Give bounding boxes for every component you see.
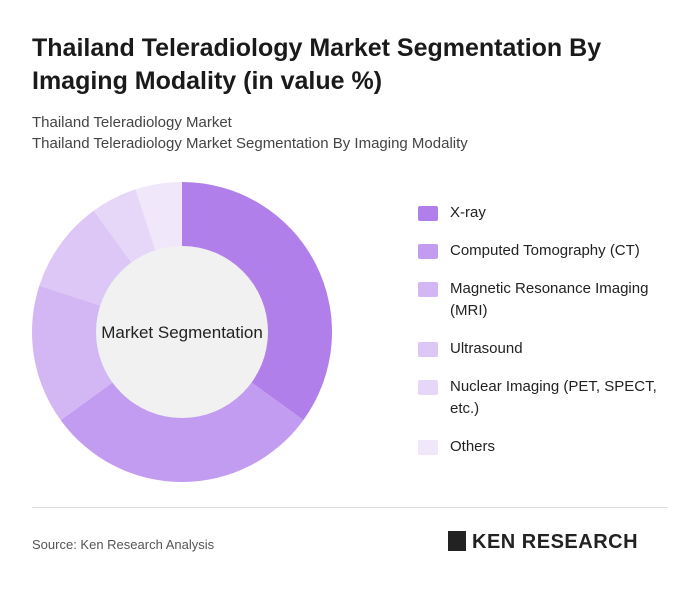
legend-label: Others	[450, 438, 496, 455]
legend-label: X-ray	[450, 204, 486, 221]
chart-title: Thailand Teleradiology Market Segmentati…	[32, 34, 602, 95]
donut-hole	[96, 246, 268, 418]
legend-swatch	[418, 380, 438, 395]
legend-swatch	[418, 244, 438, 259]
legend-item: Computed Tomography (CT)	[418, 240, 668, 262]
legend-item: Ultrasound	[418, 338, 668, 360]
subtitle: Thailand Teleradiology Market Segmentati…	[32, 135, 468, 152]
logo-text: KEN RESEARCH	[472, 531, 639, 553]
legend: X-ray Computed Tomography (CT) Magnetic Re…	[418, 202, 668, 474]
legend-swatch	[418, 440, 438, 455]
legend-item: Others	[418, 436, 668, 458]
legend-item: Nuclear Imaging (PET, SPECT, etc.)	[418, 376, 668, 420]
source: Source: Ken Research Analysis	[32, 537, 215, 552]
legend-swatch	[418, 206, 438, 221]
legend-label: Computed Tomography (CT)	[450, 242, 640, 259]
legend-swatch	[418, 282, 438, 297]
legend-label: Magnetic Resonance Imaging (MRI)	[450, 280, 649, 319]
center-label: Market Segmentation	[101, 323, 263, 342]
legend-item: Magnetic Resonance Imaging (MRI)	[418, 278, 668, 322]
legend-label: Nuclear Imaging (PET, SPECT, etc.)	[450, 378, 657, 417]
subtitle: Thailand Teleradiology Market	[32, 114, 232, 131]
legend-swatch	[418, 342, 438, 357]
donut-chart: Market Segmentation	[31, 182, 332, 482]
divider	[32, 507, 668, 508]
legend-label: Ultrasound	[450, 340, 523, 357]
logo: KEN RESEARCH	[448, 531, 638, 554]
legend-item: X-ray	[418, 202, 668, 224]
